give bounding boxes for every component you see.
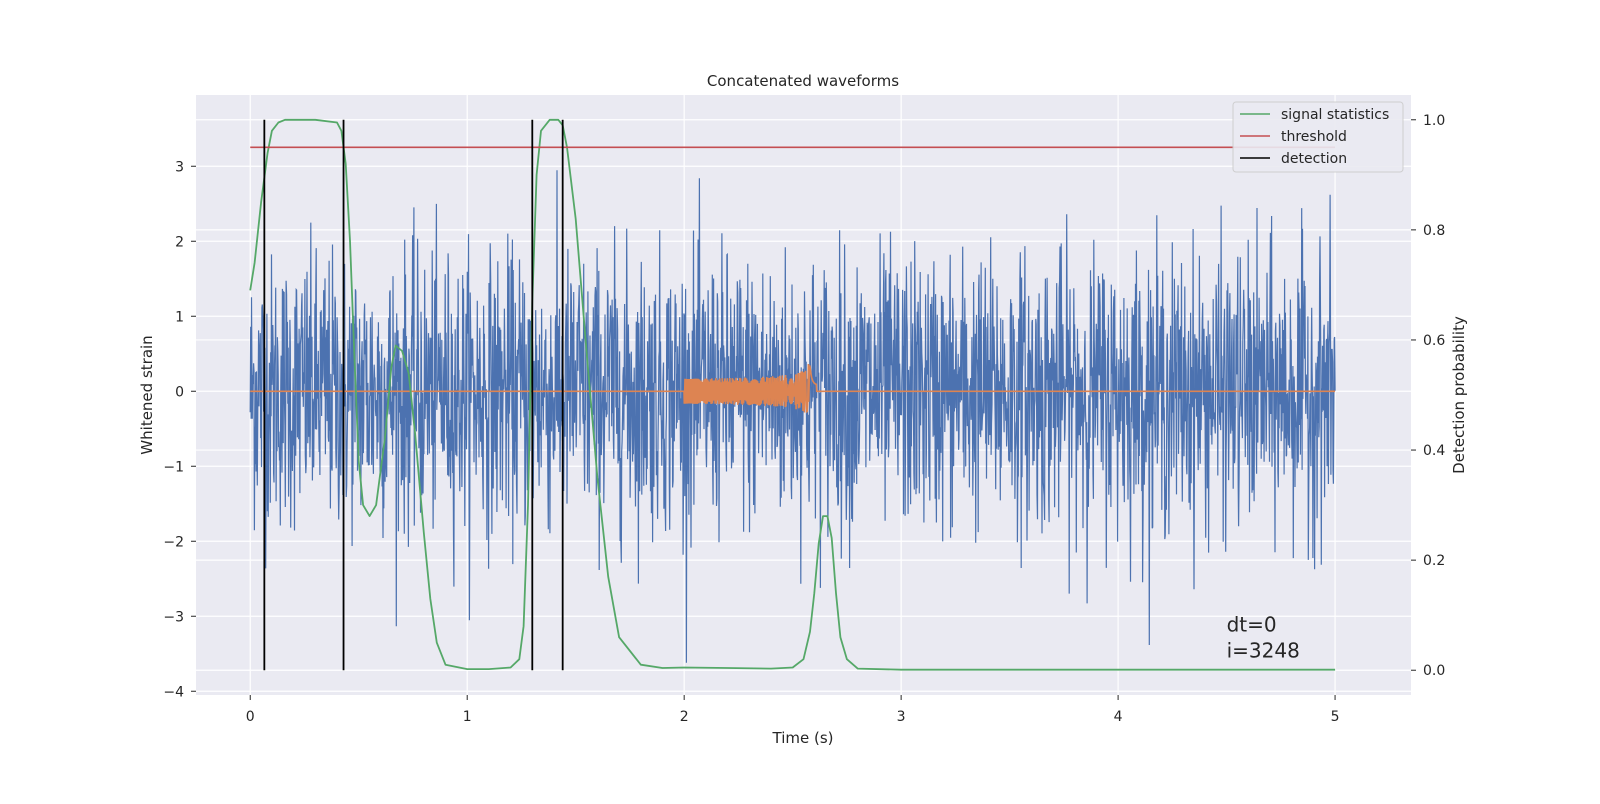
legend-box <box>1232 101 1404 173</box>
y-tick-label: −3 <box>163 609 184 625</box>
legend-label-detection: detection <box>1281 151 1347 167</box>
y2-tick-label: 0.2 <box>1423 553 1445 569</box>
legend-label-signal-statistics: signal statistics <box>1281 107 1389 123</box>
legend: signal statistics threshold detection <box>1232 101 1404 173</box>
y2-tick-label: 0.6 <box>1423 333 1445 349</box>
legend-label-threshold: threshold <box>1281 129 1347 145</box>
x-axis-label: Time (s) <box>772 729 834 747</box>
x-tick-label: 5 <box>1331 709 1340 725</box>
y-tick-label: −2 <box>163 534 184 550</box>
annotation-dt: dt=0 <box>1227 612 1277 636</box>
detection-series <box>263 119 564 671</box>
signal-statistics-series <box>249 118 1336 671</box>
y2-axis-label: Detection probability <box>1450 316 1468 474</box>
x-tick-label: 1 <box>463 709 472 725</box>
y2-tick-label: 1.0 <box>1423 113 1445 129</box>
y2-tick-label: 0.8 <box>1423 223 1445 239</box>
chart-title: Concatenated waveforms <box>707 72 899 90</box>
chirp-line <box>250 363 1336 414</box>
y-tick-label: 2 <box>175 234 184 250</box>
signal-statistics-line <box>249 118 1336 671</box>
x-tick-label: 4 <box>1114 709 1123 725</box>
x-tick-label: 3 <box>897 709 906 725</box>
ticks: 0 1 2 3 4 5 −4 −3 −2 −1 0 1 2 3 0.0 0.2 0.4 0.6 0.8 1.0 <box>163 113 1445 725</box>
y-tick-label: 3 <box>175 159 184 175</box>
chirp-series <box>250 363 1336 414</box>
y-tick-label: 0 <box>175 384 184 400</box>
y-tick-label: 1 <box>175 309 184 325</box>
x-tick-label: 2 <box>680 709 689 725</box>
y-axis-label: Whitened strain <box>138 335 156 454</box>
noise-series <box>249 170 1336 663</box>
y2-tick-label: 0.4 <box>1423 443 1445 459</box>
y2-tick-label: 0.0 <box>1423 663 1445 679</box>
y-tick-label: −4 <box>163 684 184 700</box>
noise-line <box>249 170 1336 663</box>
x-tick-label: 0 <box>246 709 255 725</box>
y-tick-label: −1 <box>163 459 184 475</box>
annotation-index: i=3248 <box>1227 639 1300 663</box>
